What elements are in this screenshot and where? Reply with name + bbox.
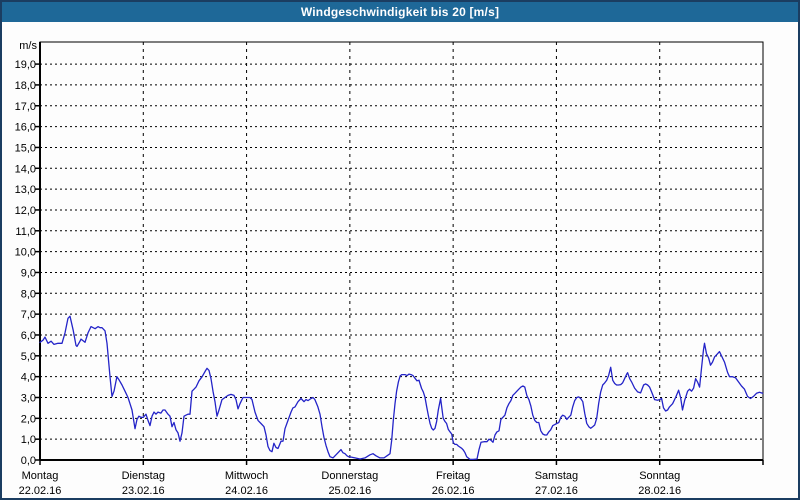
day-date-label: 26.02.16 — [432, 485, 475, 497]
y-tick-label: 2,0 — [21, 413, 36, 425]
day-name-label: Mittwoch — [225, 470, 268, 482]
chart-title-bar: Windgeschwindigkeit bis 20 [m/s] — [2, 2, 798, 22]
day-name-label: Sonntag — [639, 470, 680, 482]
y-tick-label: 17,0 — [15, 101, 36, 113]
y-tick-label: 12,0 — [15, 205, 36, 217]
day-date-label: 24.02.16 — [225, 485, 268, 497]
axis-ticks — [35, 63, 764, 465]
chart-title: Windgeschwindigkeit bis 20 [m/s] — [300, 5, 500, 19]
gridlines — [40, 42, 763, 460]
day-date-label: 23.02.16 — [122, 485, 165, 497]
y-tick-label: 15,0 — [15, 142, 36, 154]
day-name-label: Samstag — [535, 470, 578, 482]
day-name-label: Donnerstag — [321, 470, 378, 482]
y-tick-label: 13,0 — [15, 184, 36, 196]
y-axis-unit-label: m/s — [19, 40, 37, 52]
y-tick-label: 6,0 — [21, 330, 36, 342]
y-tick-label: 7,0 — [21, 309, 36, 321]
day-date-label: 22.02.16 — [19, 485, 62, 497]
y-tick-label: 16,0 — [15, 122, 36, 134]
y-tick-label: 11,0 — [15, 226, 36, 238]
y-tick-label: 19,0 — [15, 59, 36, 71]
y-axis-labels: m/s 19,0 18,0 17,0 16,0 15,0 14,0 13,0 12,0 11,0 1… — [15, 40, 38, 467]
x-axis-labels: Montag 22.02.16 Dienstag 23.02.16 Mittwoch 24… — [19, 470, 682, 497]
day-name-label: Freitag — [436, 470, 470, 482]
y-tick-label: 8,0 — [21, 288, 36, 300]
wind-speed-line — [39, 315, 764, 461]
y-tick-label: 1,0 — [21, 434, 36, 446]
y-tick-label: 10,0 — [15, 247, 36, 259]
day-date-label: 28.02.16 — [638, 485, 681, 497]
y-tick-label: 18,0 — [15, 80, 36, 92]
day-name-label: Montag — [22, 470, 59, 482]
y-tick-label: 9,0 — [21, 267, 36, 279]
y-tick-label: 14,0 — [15, 163, 36, 175]
day-date-label: 25.02.16 — [328, 485, 371, 497]
y-tick-label: 3,0 — [21, 392, 36, 404]
day-name-label: Dienstag — [122, 470, 165, 482]
y-tick-label: 4,0 — [21, 372, 36, 384]
day-date-label: 27.02.16 — [535, 485, 578, 497]
y-tick-label: 0,0 — [21, 455, 36, 467]
y-tick-label: 5,0 — [21, 351, 36, 363]
